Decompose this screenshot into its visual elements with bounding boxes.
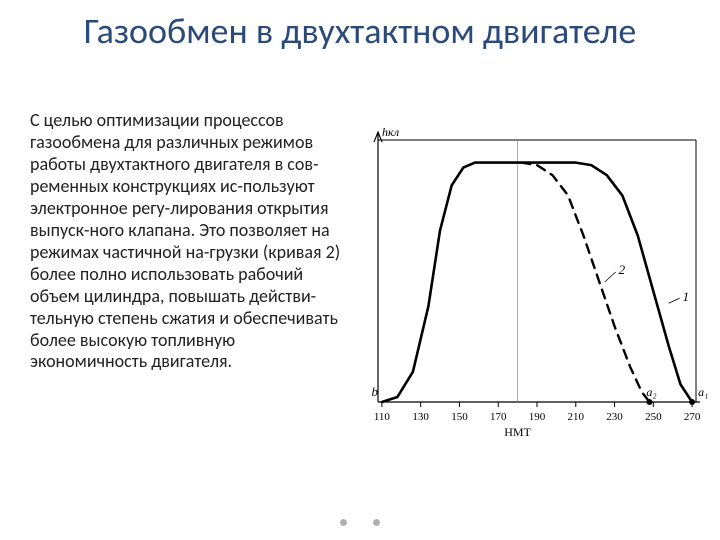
- svg-text:2: 2: [619, 262, 626, 277]
- body: С целью оптимизации процессов газообмена…: [0, 110, 720, 530]
- slide-title: Газообмен в двухтактном двигателе: [0, 0, 720, 53]
- pager-dot: [373, 519, 380, 526]
- svg-text:a₂: a₂: [646, 385, 656, 399]
- svg-text:hкл: hкл: [382, 125, 399, 139]
- svg-text:110: 110: [374, 411, 391, 423]
- svg-text:250: 250: [645, 411, 662, 423]
- svg-text:1: 1: [683, 289, 690, 304]
- svg-text:190: 190: [529, 411, 546, 423]
- svg-text:270: 270: [684, 411, 701, 423]
- svg-text:230: 230: [606, 411, 623, 423]
- valve-lift-chart: 110 130 150 170 190 210 230 250 270 НМТ hкл b a₂ a₁ 1 2: [350, 120, 710, 450]
- svg-text:НМТ: НМТ: [504, 425, 531, 439]
- slide-pager: [340, 519, 380, 526]
- body-paragraph: С целью оптимизации процессов газообмена…: [30, 110, 348, 373]
- svg-text:b: b: [371, 384, 378, 399]
- svg-text:150: 150: [451, 411, 468, 423]
- pager-dot: [340, 519, 347, 526]
- svg-text:210: 210: [568, 411, 585, 423]
- slide: Газообмен в двухтактном двигателе С цель…: [0, 0, 720, 540]
- svg-text:130: 130: [412, 411, 429, 423]
- svg-text:170: 170: [490, 411, 507, 423]
- chart-svg: 110 130 150 170 190 210 230 250 270 НМТ hкл b a₂ a₁ 1 2: [350, 120, 710, 450]
- svg-text:a₁: a₁: [698, 385, 708, 399]
